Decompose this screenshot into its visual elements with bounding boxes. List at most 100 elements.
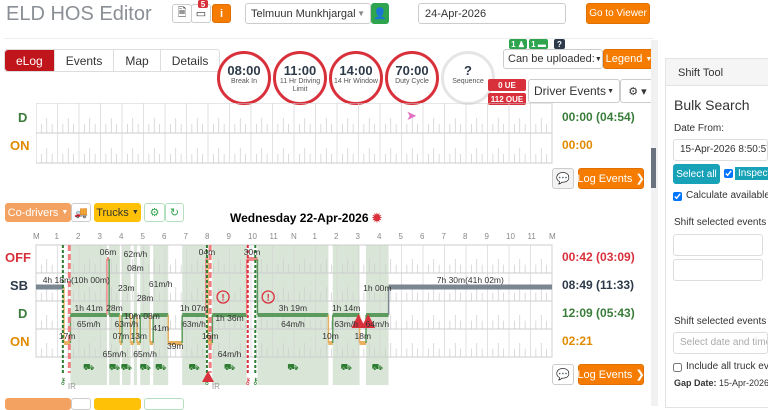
hour-label: 10 [506, 232, 515, 241]
go-to-viewer-button[interactable]: Go to Viewer [586, 3, 650, 24]
segment-duration-label: 3h 19m [279, 303, 307, 313]
log-events-button[interactable]: Log Events ❯ [577, 364, 645, 385]
key-icon: ⚷ [252, 376, 259, 386]
key-icon: ⚷ [60, 376, 67, 386]
inspect-checkbox[interactable] [724, 169, 733, 178]
row-label-sb: SB [10, 278, 29, 293]
engine-icon-button[interactable]: ⚙ [144, 203, 165, 222]
segment-duration-label: 28m [106, 303, 123, 313]
select-all-button[interactable]: Select all [673, 164, 720, 184]
shift-to-date-input[interactable]: Select date and time [673, 332, 768, 354]
shift-minutes-input[interactable] [673, 259, 763, 281]
segment-duration-label: 28m [137, 293, 154, 303]
hour-label: 6 [162, 232, 167, 241]
segment-duration-label: 10m [124, 311, 141, 321]
hour-label: 10 [248, 232, 257, 241]
scrollbar-track[interactable] [651, 40, 658, 406]
truck-button-next[interactable] [71, 398, 91, 410]
tab-details[interactable]: Details [171, 53, 209, 68]
segment-speed-label: 63m/h [182, 319, 206, 329]
tabs: eLog Events Map Details [4, 49, 221, 72]
hour-label: 3 [97, 232, 102, 241]
user-icon-button[interactable]: 👤 [371, 3, 389, 24]
codrivers-button[interactable]: Co-drivers ▼ [5, 203, 71, 222]
truck-icon: ⛟ [287, 362, 298, 372]
warning-triangle-icon [361, 314, 376, 328]
driver-events-select[interactable]: Driver Events ▼ [528, 79, 620, 103]
exclamation-icon [261, 290, 275, 304]
settings-gear-button[interactable]: ⚙ ▾ [620, 79, 655, 103]
hour-label: 3 [355, 232, 360, 241]
comment-button[interactable]: 💬 [552, 364, 574, 385]
marker-note: IR [212, 382, 220, 391]
include-trucks-checkbox[interactable] [673, 363, 682, 372]
truck-icon-button[interactable]: 🚚 [71, 203, 91, 222]
segment-duration-label: 06m [100, 247, 117, 257]
truck-icon: ⛟ [155, 362, 166, 372]
tab-map[interactable]: Map [114, 50, 161, 71]
tab-events[interactable]: Events [55, 50, 115, 71]
hour-label: M [549, 232, 556, 241]
segment-duration-label: 41m [152, 323, 169, 333]
trucks-button-next[interactable] [94, 398, 141, 410]
segment-duration-label: 17m [59, 331, 76, 341]
trucks-button[interactable]: Trucks ▼ [94, 203, 141, 222]
day-title: Wednesday 22-Apr-2026 ✹ [230, 211, 382, 225]
date-input[interactable]: 24-Apr-2026 [418, 3, 566, 24]
hour-label: 1 [54, 232, 59, 241]
row-total-sb: 08:49 (11:33) [562, 278, 635, 292]
date-from-input[interactable]: 15-Apr-2026 8:50:57 [673, 139, 768, 161]
segment-duration-label: 10m [322, 331, 339, 341]
oue-badge: 112 OUE [488, 93, 526, 105]
segment-duration-label: 1h 14m [332, 303, 360, 313]
marker-note: IR [68, 382, 76, 391]
info-button[interactable]: i [212, 4, 231, 23]
legend-button[interactable]: Legend ▼ [603, 49, 655, 69]
driver-select[interactable]: Telmuun Munkhjargal ▼ [245, 3, 371, 24]
tools-button-next[interactable] [144, 398, 184, 410]
truck-icon: ⛟ [340, 362, 351, 372]
row-label-on: ON [10, 138, 30, 153]
tab-elog[interactable]: eLog [5, 50, 55, 71]
segment-duration-label: 30m [244, 247, 261, 257]
row-total-d: 12:09 (05:43) [562, 306, 635, 320]
log-events-button-top[interactable]: Log Events ❯ [577, 168, 645, 189]
gauge-window: 14:00 14 Hr Window [329, 51, 383, 105]
segment-duration-label: 04m [199, 247, 216, 257]
key-icon: ⚷ [244, 376, 251, 386]
hour-label: 4 [119, 232, 124, 241]
mouse-cursor-icon: ➤ [406, 108, 417, 123]
ue-badge: 0 UE [488, 79, 526, 91]
hour-label: 7 [183, 232, 188, 241]
help-badge[interactable]: ? [554, 39, 565, 49]
shift-hours-input[interactable] [673, 234, 763, 256]
codrivers-button-next[interactable] [5, 398, 71, 410]
segment-duration-label: 08m [143, 311, 160, 321]
segment-speed-label: 64m/h [281, 319, 305, 329]
document-icon-button[interactable]: 🗎 [172, 4, 192, 23]
segment-speed-label: 63m/h [114, 319, 138, 329]
trucks-badge: 1 ▬ [529, 39, 548, 49]
truck-icon: ⛟ [224, 362, 235, 372]
segment-speed-label: 64m/h [218, 349, 242, 359]
comment-button-disabled: 💬 [552, 168, 574, 189]
shift-tool-panel: Shift Tool Bulk Search Date From: 15-Apr… [665, 58, 768, 408]
refresh-icon-button[interactable]: ↻ [165, 203, 184, 222]
codrivers-badge: 1 ♟ [509, 39, 527, 49]
hour-label: 9 [484, 232, 489, 241]
divider [4, 38, 654, 39]
hour-label: 1 [312, 232, 317, 241]
row-label-d: D [18, 110, 28, 125]
gauge-duty-cycle: 70:00 Duty Cycle [385, 51, 439, 105]
calculate-checkbox[interactable] [673, 192, 682, 201]
scrollbar-thumb[interactable] [651, 148, 656, 188]
gauge-break: 08:00 Break In [217, 51, 271, 105]
segment-speed-label: 62m/h [124, 249, 148, 259]
exclamation-glyph: ! [222, 293, 225, 303]
segment-duration-label: 16m [202, 331, 219, 341]
can-be-uploaded-select[interactable]: Can be uploaded: ▼ [503, 49, 603, 69]
inspect-label: Inspect [735, 167, 768, 180]
gears-icon: ⚙ ▾ [628, 85, 647, 98]
app-title: ELD HOS Editor [6, 3, 152, 25]
